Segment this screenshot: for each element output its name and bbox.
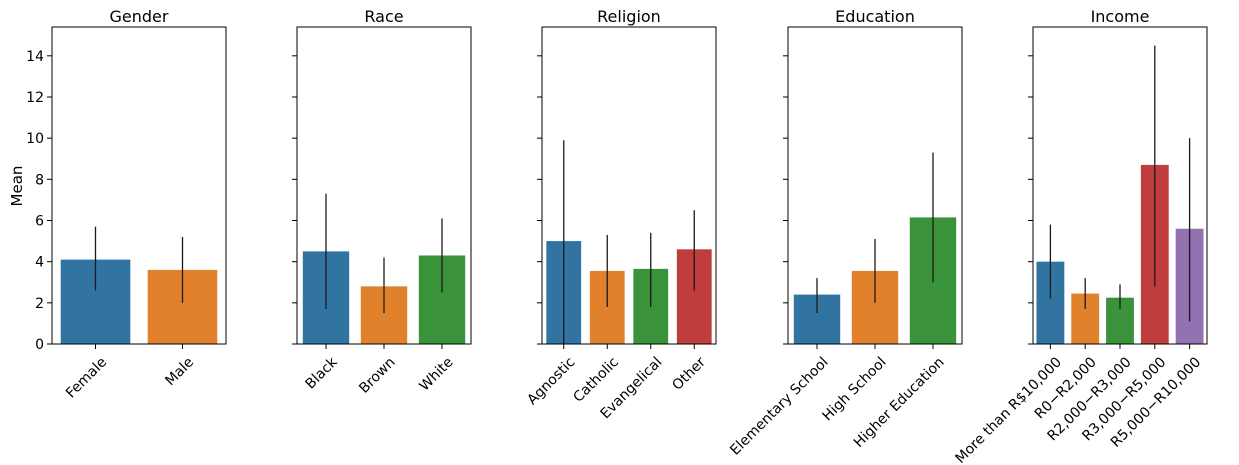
panel-frame-religion — [541, 26, 717, 345]
panel-title-gender: Gender — [110, 7, 169, 26]
panel-title-income: Income — [1091, 7, 1150, 26]
x-tick-label: Other — [669, 354, 709, 394]
x-tick-label: Elementary School — [727, 354, 831, 458]
x-tick-label: Black — [303, 354, 342, 393]
x-tick-label: Male — [162, 354, 197, 389]
y-axis-label: Mean — [8, 166, 26, 207]
x-tick-label: Agnostic — [524, 354, 578, 408]
y-tick-label: 0 — [35, 337, 44, 353]
panel-title-religion: Religion — [597, 7, 661, 26]
panel-title-race: Race — [364, 7, 403, 26]
y-tick-label: 2 — [35, 296, 44, 312]
panel-frame-gender — [51, 26, 227, 345]
x-tick-label: White — [417, 354, 457, 394]
y-tick-label: 10 — [26, 131, 44, 147]
y-tick-label: 8 — [35, 172, 44, 188]
panel-title-education: Education — [835, 7, 915, 26]
y-tick-label: 4 — [35, 255, 44, 271]
y-tick-label: 14 — [26, 49, 44, 65]
y-tick-label: 12 — [26, 90, 44, 106]
x-tick-label: Female — [63, 354, 110, 401]
x-tick-label: Brown — [356, 354, 398, 396]
y-tick-label: 6 — [35, 213, 44, 229]
